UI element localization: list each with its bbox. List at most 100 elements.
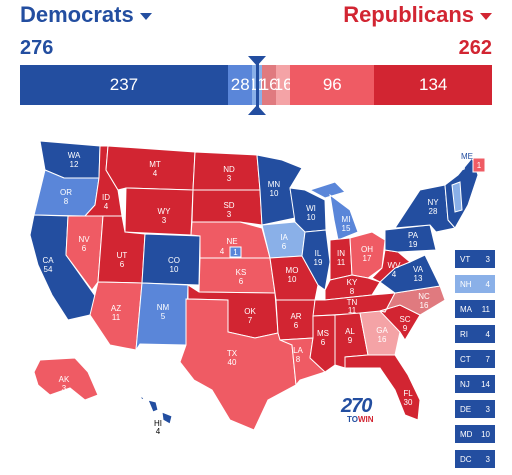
small-state-ev: 4 [485, 279, 490, 289]
state-ne-district-2[interactable]: 1 [229, 246, 242, 258]
svg-text:OR: OR [60, 188, 72, 197]
svg-text:11: 11 [112, 313, 121, 322]
svg-text:AR: AR [290, 312, 301, 321]
svg-text:ND: ND [223, 165, 235, 174]
state-nm[interactable]: NM5 [135, 282, 189, 351]
svg-text:AL: AL [345, 327, 355, 336]
svg-text:3: 3 [227, 210, 232, 219]
svg-text:PA: PA [408, 231, 419, 240]
svg-text:NC: NC [418, 292, 430, 301]
me-label: ME [461, 152, 473, 161]
small-state-ev: 10 [481, 429, 490, 439]
state-ks[interactable]: KS6 [198, 257, 276, 294]
bar-segment: 28 [227, 65, 253, 105]
state-wy[interactable]: WY3 [124, 187, 194, 236]
republicans-selector[interactable]: Republicans [343, 2, 492, 28]
svg-text:40: 40 [228, 358, 237, 367]
svg-text:10: 10 [307, 213, 316, 222]
270towin-logo: 270 [341, 395, 372, 417]
svg-text:SD: SD [223, 201, 234, 210]
small-state-ev: 3 [485, 404, 490, 414]
svg-text:10: 10 [288, 275, 297, 284]
small-state-ri[interactable]: RI 4 [455, 325, 495, 343]
svg-text:OH: OH [361, 245, 373, 254]
svg-text:6: 6 [282, 242, 287, 251]
svg-text:NM: NM [157, 303, 170, 312]
state-sd[interactable]: SD3 [191, 189, 263, 226]
svg-text:HI: HI [154, 419, 162, 428]
svg-text:16: 16 [378, 335, 387, 344]
small-state-dc[interactable]: DC 3 [455, 450, 495, 468]
state-mt[interactable]: MT4 [105, 145, 196, 191]
small-state-abbr: RI [460, 329, 468, 339]
small-state-md[interactable]: MD 10 [455, 425, 495, 443]
svg-text:13: 13 [414, 274, 423, 283]
svg-text:SC: SC [399, 315, 410, 324]
small-state-ev: 4 [485, 329, 490, 339]
state-hi[interactable]: HI4 [138, 394, 173, 436]
svg-text:15: 15 [342, 224, 351, 233]
svg-text:LA: LA [293, 346, 303, 355]
svg-text:WY: WY [158, 207, 172, 216]
270-marker-top-arrow-icon [248, 56, 266, 66]
small-state-ma[interactable]: MA 11 [455, 300, 495, 318]
bar-segment: 237 [20, 65, 228, 105]
270-marker-bottom-arrow-icon [248, 105, 266, 115]
small-states-list: VT 3 NH 4 MA 11 RI 4 CT 7 NJ 14 DE 3 MD 10 DC 3 [455, 250, 495, 475]
svg-text:4: 4 [104, 202, 109, 211]
small-state-de[interactable]: DE 3 [455, 400, 495, 418]
svg-text:6: 6 [82, 244, 87, 253]
svg-text:17: 17 [363, 254, 372, 263]
svg-text:MO: MO [286, 266, 299, 275]
chevron-down-icon [480, 12, 492, 20]
state-ia[interactable]: IA6 [261, 221, 306, 259]
svg-text:NE: NE [226, 237, 237, 246]
state-ky[interactable]: KY8 [324, 274, 381, 301]
svg-text:5: 5 [161, 312, 166, 321]
bar-segment: 96 [290, 65, 375, 105]
democrats-selector[interactable]: Democrats [20, 2, 152, 28]
small-state-abbr: NJ [460, 379, 470, 389]
svg-text:6: 6 [239, 277, 244, 286]
state-ar[interactable]: AR6 [275, 299, 316, 341]
small-state-nh[interactable]: NH 4 [455, 275, 495, 293]
svg-text:3: 3 [227, 174, 232, 183]
small-state-ev: 11 [481, 304, 490, 314]
svg-text:28: 28 [429, 207, 438, 216]
svg-text:NV: NV [78, 235, 90, 244]
svg-text:4: 4 [156, 427, 161, 436]
state-new-england[interactable]: 3 [444, 156, 479, 229]
svg-text:CO: CO [168, 256, 180, 265]
svg-text:4: 4 [220, 247, 225, 256]
svg-text:WI: WI [306, 204, 316, 213]
small-state-nj[interactable]: NJ 14 [455, 375, 495, 393]
svg-text:IN: IN [337, 249, 345, 258]
small-state-vt[interactable]: VT 3 [455, 250, 495, 268]
small-state-ct[interactable]: CT 7 [455, 350, 495, 368]
svg-text:12: 12 [70, 160, 79, 169]
svg-text:4: 4 [392, 270, 397, 279]
svg-text:MT: MT [149, 160, 161, 169]
svg-text:54: 54 [44, 265, 53, 274]
svg-text:UT: UT [117, 251, 128, 260]
svg-text:WA: WA [68, 151, 81, 160]
svg-text:10: 10 [170, 265, 179, 274]
svg-text:8: 8 [64, 197, 69, 206]
state-me-district-2[interactable]: 1 [472, 157, 486, 173]
small-state-abbr: VT [460, 254, 471, 264]
svg-text:30: 30 [404, 398, 413, 407]
svg-text:AZ: AZ [111, 304, 121, 313]
svg-text:19: 19 [314, 258, 323, 267]
svg-text:GA: GA [376, 326, 388, 335]
svg-text:MN: MN [268, 180, 281, 189]
state-ak[interactable]: AK3 [33, 357, 99, 401]
svg-text:16: 16 [420, 301, 429, 310]
state-nd[interactable]: ND3 [192, 151, 261, 191]
